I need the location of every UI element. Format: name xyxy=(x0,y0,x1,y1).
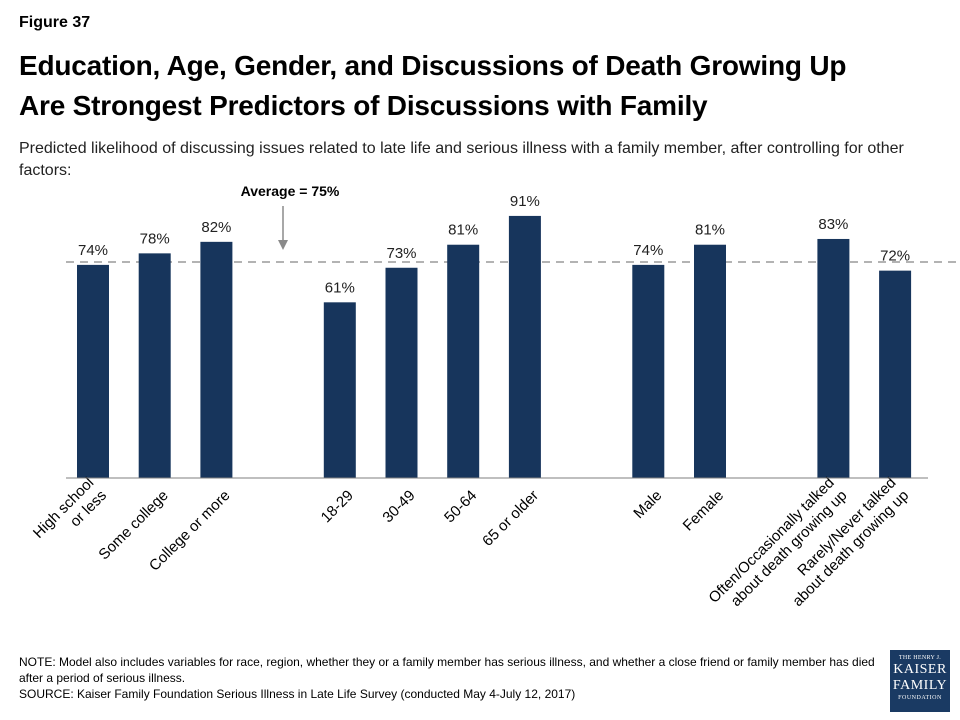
category-label: Female xyxy=(680,487,727,534)
logo-line-1: THE HENRY J. xyxy=(898,655,942,661)
title-line-2: Are Strongest Predictors of Discussions … xyxy=(19,90,708,121)
category-label-line: Female xyxy=(680,487,727,534)
category-label-line: 50-64 xyxy=(441,487,480,526)
bar xyxy=(694,244,726,478)
category-label: 65 or older xyxy=(479,487,542,550)
bar xyxy=(138,253,171,478)
data-label: 82% xyxy=(201,219,231,236)
category-label-line: 65 or older xyxy=(479,487,542,550)
source-text: SOURCE: Kaiser Family Foundation Serious… xyxy=(19,687,576,701)
category-label-line: 18-29 xyxy=(318,487,357,526)
kff-logo: THE HENRY J. KAISER FAMILY FOUNDATION xyxy=(890,650,950,712)
category-label: Male xyxy=(630,487,665,522)
chart-subtitle: Predicted likelihood of discussing issue… xyxy=(19,140,904,179)
data-label: 74% xyxy=(633,242,663,259)
category-label-line: Male xyxy=(630,487,665,522)
average-arrow-head xyxy=(278,240,288,250)
category-label-line: 30-49 xyxy=(379,487,418,526)
figure-label: Figure 37 xyxy=(19,14,91,31)
footnote: NOTE: Model also includes variables for … xyxy=(19,654,879,702)
data-label: 74% xyxy=(78,242,108,259)
bar xyxy=(817,238,850,478)
average-annotation: Average = 75% xyxy=(241,183,340,199)
data-label: 83% xyxy=(818,216,848,233)
bar xyxy=(879,270,912,478)
data-label: 72% xyxy=(880,248,910,265)
category-label: 18-29 xyxy=(318,487,357,526)
logo-line-4: FOUNDATION xyxy=(898,695,942,701)
chart-title: Education, Age, Gender, and Discussions … xyxy=(19,46,939,126)
data-label: 81% xyxy=(448,222,478,239)
data-label: 78% xyxy=(140,230,170,247)
title-line-1: Education, Age, Gender, and Discussions … xyxy=(19,50,847,81)
logo-line-2: KAISER xyxy=(893,662,947,677)
data-label: 73% xyxy=(386,245,416,262)
category-label: 50-64 xyxy=(441,487,480,526)
bar xyxy=(77,264,109,478)
data-label: 91% xyxy=(510,193,540,210)
bar xyxy=(385,267,418,478)
bar xyxy=(447,244,480,478)
category-label: 30-49 xyxy=(379,487,418,526)
note-text: NOTE: Model also includes variables for … xyxy=(19,655,875,685)
bar xyxy=(508,215,541,479)
bar xyxy=(200,241,233,478)
logo-line-3: FAMILY xyxy=(892,678,948,693)
bar xyxy=(323,302,356,478)
bar xyxy=(632,264,665,478)
data-label: 81% xyxy=(695,222,725,239)
data-label: 61% xyxy=(325,279,355,296)
